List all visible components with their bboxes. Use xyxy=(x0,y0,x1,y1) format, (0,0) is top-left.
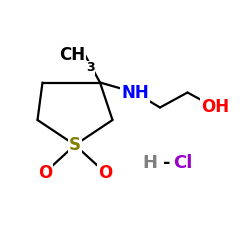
Text: H: H xyxy=(142,154,158,172)
Text: S: S xyxy=(69,136,81,154)
Text: O: O xyxy=(38,164,52,182)
Text: -: - xyxy=(162,154,170,172)
Text: CH: CH xyxy=(59,46,85,64)
Text: O: O xyxy=(98,164,112,182)
Text: NH: NH xyxy=(121,84,149,102)
Text: OH: OH xyxy=(201,98,229,116)
Text: Cl: Cl xyxy=(173,154,192,172)
Text: 3: 3 xyxy=(86,61,95,74)
